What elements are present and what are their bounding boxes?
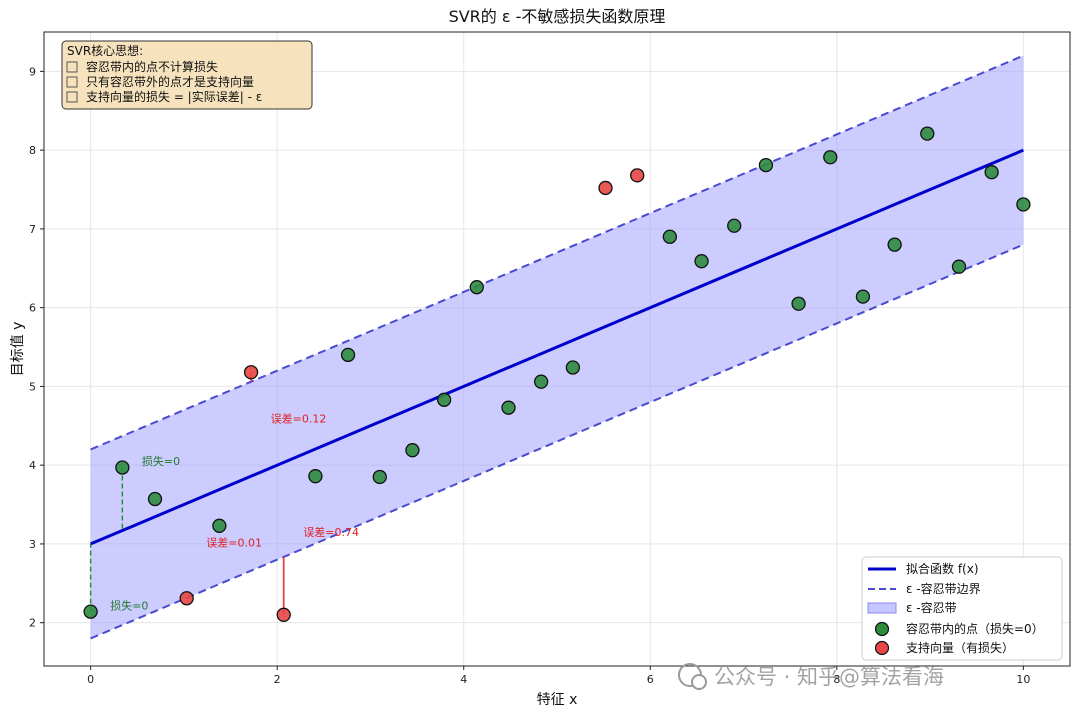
inside-point xyxy=(758,157,774,173)
legend-label-support: 支持向量（有损失） xyxy=(906,640,1014,655)
inside-point xyxy=(405,443,420,458)
note-checkbox-icon xyxy=(66,91,78,103)
note-line-3: 支持向量的损失 = |实际误差| - ε xyxy=(86,89,262,104)
legend-label-boundary: ε -容忍带边界 xyxy=(906,581,981,596)
error-label: 误差=0.74 xyxy=(303,525,359,539)
y-axis-label: 目标值 y xyxy=(10,322,26,377)
legend: 拟合函数 f(x) ε -容忍带边界 ε -容忍带 容忍带内的点（损失=0） 支… xyxy=(861,556,1063,661)
inside-point xyxy=(501,400,516,415)
y-tick-label: 4 xyxy=(29,459,36,472)
inside-point xyxy=(308,469,323,484)
y-tick-label: 7 xyxy=(29,223,36,236)
inside-point xyxy=(823,150,838,165)
note-box: SVR核心思想: 容忍带内的点不计算损失 只有容忍带外的点才是支持向量 支持向量… xyxy=(61,40,313,110)
x-tick-label: 4 xyxy=(460,673,467,686)
inside-point xyxy=(565,360,581,375)
watermark-text: 公众号 · 知乎@算法看海 xyxy=(714,665,944,689)
inside-point xyxy=(83,604,98,619)
inside-point xyxy=(469,280,484,295)
note-line-2: 只有容忍带外的点才是支持向量 xyxy=(86,74,254,89)
inside-point xyxy=(212,518,227,533)
y-tick-label: 2 xyxy=(29,617,36,630)
support-vector-point xyxy=(598,180,613,196)
note-checkbox-icon xyxy=(66,61,78,73)
inside-point xyxy=(533,374,549,389)
error-label: 误差=0.01 xyxy=(206,535,262,549)
axis-ticks: 0 2 4 6 8 10 2 3 4 5 6 7 8 9 xyxy=(29,65,1030,686)
note-checkbox-icon xyxy=(66,76,78,88)
x-tick-label: 10 xyxy=(1016,673,1030,686)
wechat-icon-inner xyxy=(691,674,707,690)
inside-point xyxy=(951,259,967,274)
legend-label-inside: 容忍带内的点（损失=0） xyxy=(906,621,1044,636)
support-vector-point xyxy=(243,365,259,380)
inside-point xyxy=(694,254,709,269)
inside-point xyxy=(1016,197,1031,212)
x-tick-label: 0 xyxy=(87,673,94,686)
inside-point xyxy=(727,218,742,233)
x-axis-label: 特征 x xyxy=(537,692,578,708)
note-line-1: 容忍带内的点不计算损失 xyxy=(86,59,218,74)
y-tick-label: 3 xyxy=(29,538,36,551)
x-tick-label: 8 xyxy=(833,673,840,686)
data-points xyxy=(83,126,1031,622)
support-vector-point xyxy=(276,607,291,622)
x-tick-label: 2 xyxy=(274,673,281,686)
plot-frame xyxy=(43,31,1071,667)
zero-loss-label: 损失=0 xyxy=(110,598,148,612)
legend-label-fit: 拟合函数 f(x) xyxy=(906,561,979,576)
annotations: 误差=0.01 误差=0.12 误差=0.74 损失=0 损失=0 xyxy=(110,412,359,613)
zero-loss-label: 损失=0 xyxy=(142,454,180,468)
error-label: 误差=0.12 xyxy=(271,412,327,426)
inside-point xyxy=(984,165,999,180)
y-tick-label: 9 xyxy=(29,65,36,78)
support-vector-point xyxy=(630,168,645,183)
inside-point xyxy=(340,347,356,363)
inside-point xyxy=(920,126,935,141)
inside-point xyxy=(115,460,130,475)
inside-point xyxy=(436,392,452,407)
watermark: 公众号 · 知乎@算法看海 xyxy=(678,663,944,690)
fit-line xyxy=(90,148,1024,546)
chart-title: SVR的 ε -不敏感损失函数原理 xyxy=(449,7,666,26)
legend-band-icon xyxy=(867,602,897,614)
y-tick-label: 5 xyxy=(29,380,36,393)
support-vector-point xyxy=(179,591,194,606)
epsilon-band-group xyxy=(90,54,1024,640)
inside-point xyxy=(791,296,806,311)
x-tick-label: 6 xyxy=(647,673,654,686)
legend-support-vector-icon xyxy=(874,640,890,656)
legend-label-band: ε -容忍带 xyxy=(906,600,957,615)
inside-point xyxy=(662,229,678,244)
inside-point xyxy=(887,237,902,252)
inside-point xyxy=(147,491,163,507)
y-tick-label: 8 xyxy=(29,144,36,157)
inside-point xyxy=(372,469,387,485)
y-tick-label: 6 xyxy=(29,302,36,315)
legend-inside-point-icon xyxy=(874,621,890,637)
note-title: SVR核心思想: xyxy=(67,43,143,58)
inside-point xyxy=(855,289,871,304)
